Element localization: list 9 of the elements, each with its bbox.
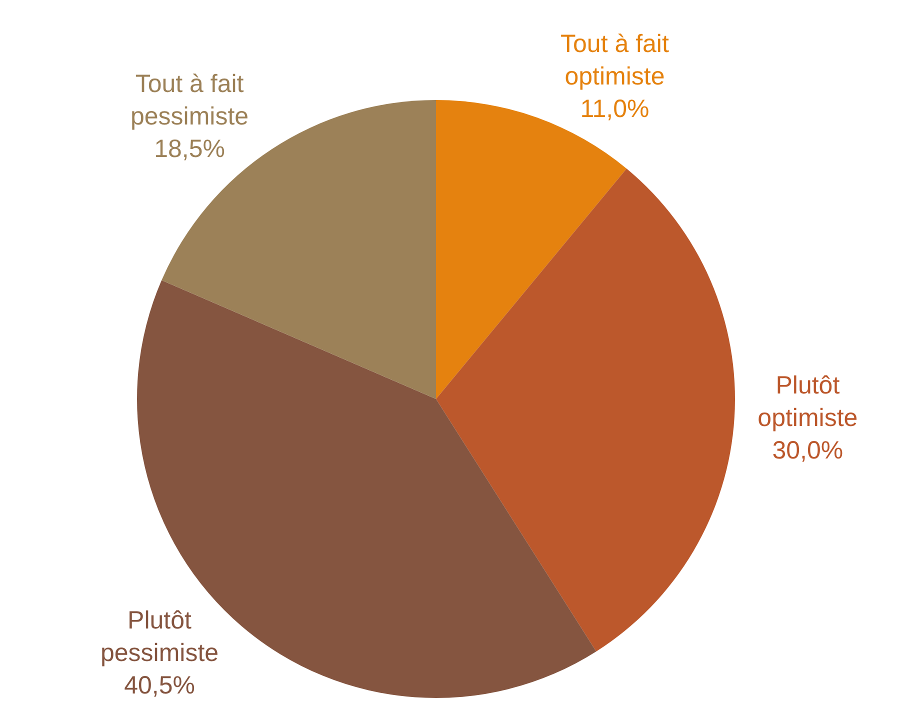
data-label: 18,5% <box>154 135 225 164</box>
slice-label: Plutôt pessimiste <box>100 606 219 668</box>
slice-label: Tout à fait pessimiste <box>130 70 249 131</box>
slice-label: Tout à fait optimiste <box>560 30 669 91</box>
data-label: 30,0% <box>772 436 844 464</box>
pie-slice <box>436 168 735 652</box>
data-label: 40,5% <box>124 672 195 700</box>
data-label: 11,0% <box>580 95 650 124</box>
slice-label: Plutôt optimiste <box>758 371 858 432</box>
